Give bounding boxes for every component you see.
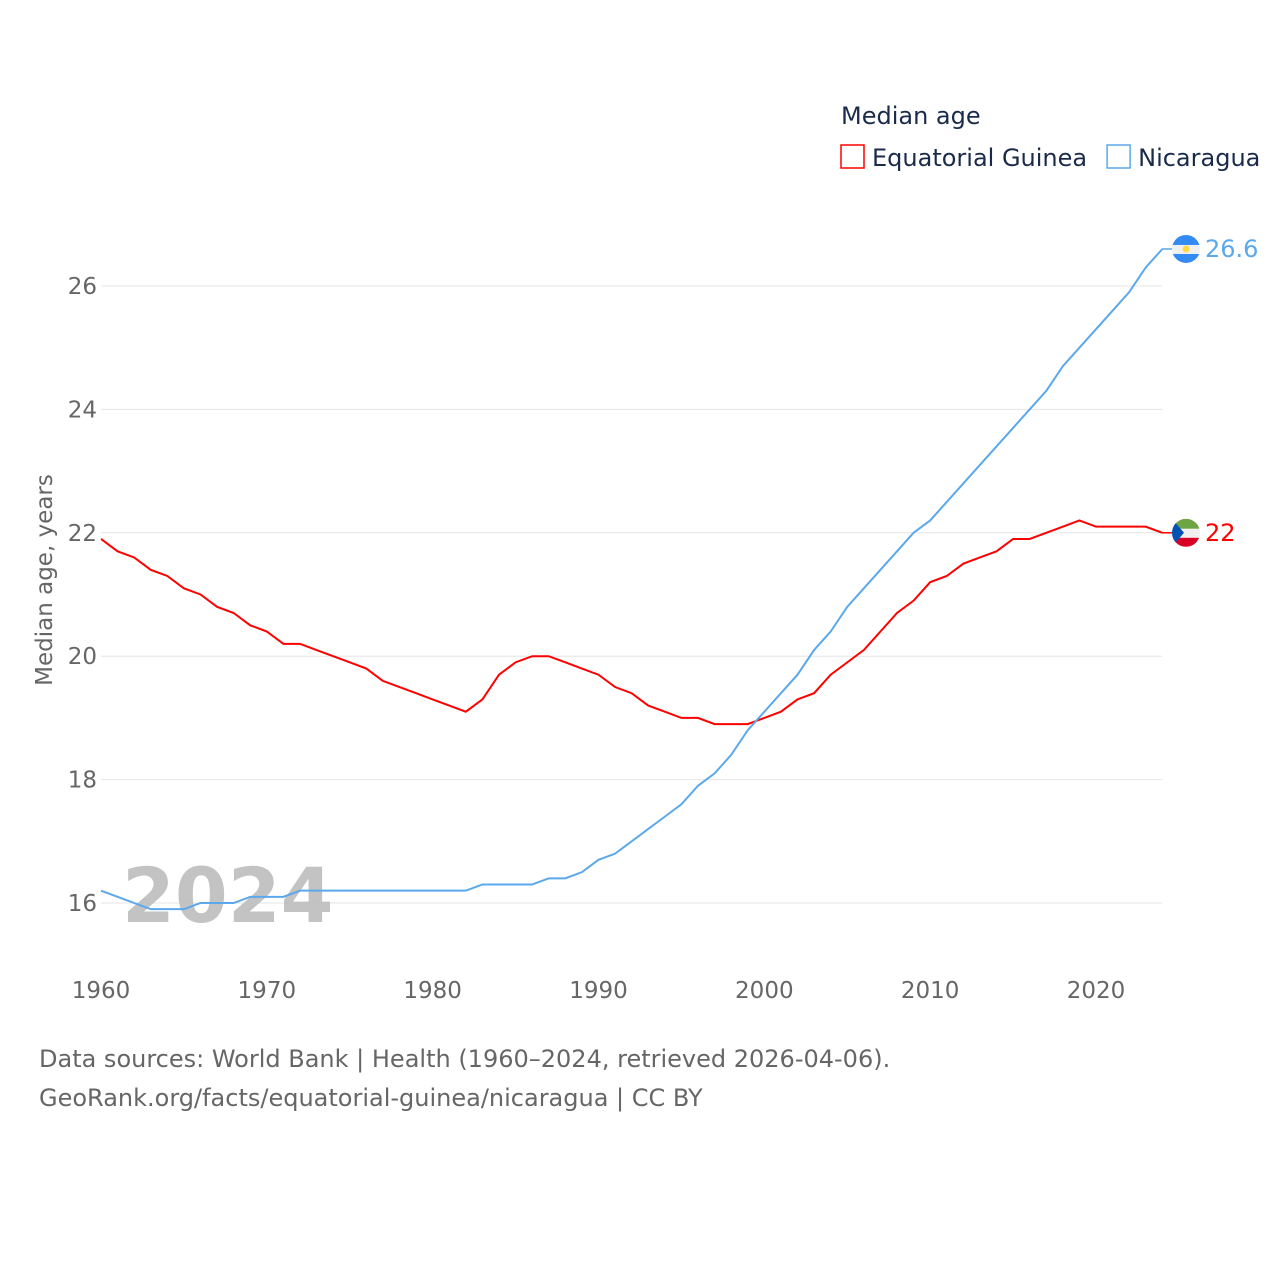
x-tick-label: 2020 — [1067, 978, 1126, 1004]
flag-stripe — [1172, 528, 1200, 538]
flag-stripe — [1172, 253, 1200, 263]
x-tick-label: 1960 — [72, 978, 131, 1004]
series-line-nicaragua — [100, 248, 1164, 911]
legend-swatch — [1106, 144, 1131, 169]
x-tick-label: 1990 — [569, 978, 628, 1004]
legend-swatch — [840, 144, 865, 169]
legend-entry: Equatorial Guinea — [872, 144, 1087, 172]
flag-body — [1172, 234, 1200, 263]
nicaragua-flag-icon — [1172, 234, 1200, 263]
flag-emblem — [1182, 245, 1190, 253]
y-tick-label: 20 — [68, 644, 97, 670]
y-tick-label: 16 — [68, 891, 97, 917]
x-tick-label: 2000 — [735, 978, 794, 1004]
source-line: Data sources: World Bank | Health (1960–… — [39, 1045, 891, 1073]
series-line-equatorial-guinea — [100, 519, 1163, 726]
flag-stripe — [1172, 234, 1200, 245]
y-tick-label: 26 — [68, 274, 97, 300]
flag-stripe — [1172, 518, 1200, 529]
y-tick-label: 24 — [68, 397, 97, 423]
legend-entry: Nicaragua — [1138, 144, 1260, 172]
y-tick-label: 22 — [68, 521, 97, 547]
y-axis-label: Median age, years — [32, 474, 58, 686]
year-watermark: 2024 — [122, 851, 334, 940]
x-tick-label: 1970 — [238, 978, 297, 1004]
flag-triangle — [1172, 518, 1184, 547]
source-url[interactable]: GeoRank.org/facts/equatorial-guinea/nica… — [39, 1084, 703, 1112]
line-chart: 16 18 20 22 24 26 1960 1970 1980 1990 2000 2010 2020… — [32, 102, 1260, 1004]
legend-title: Median age — [841, 102, 981, 130]
flag-body — [1172, 518, 1200, 547]
flag-stripe — [1172, 537, 1200, 547]
x-tick-label: 1980 — [403, 978, 462, 1004]
equatorial-guinea-flag-icon — [1172, 518, 1200, 547]
x-tick-label: 2010 — [901, 978, 960, 1004]
y-tick-label: 18 — [68, 768, 97, 794]
end-value-label: 22 — [1205, 519, 1236, 547]
end-value-label: 26.6 — [1205, 235, 1258, 263]
